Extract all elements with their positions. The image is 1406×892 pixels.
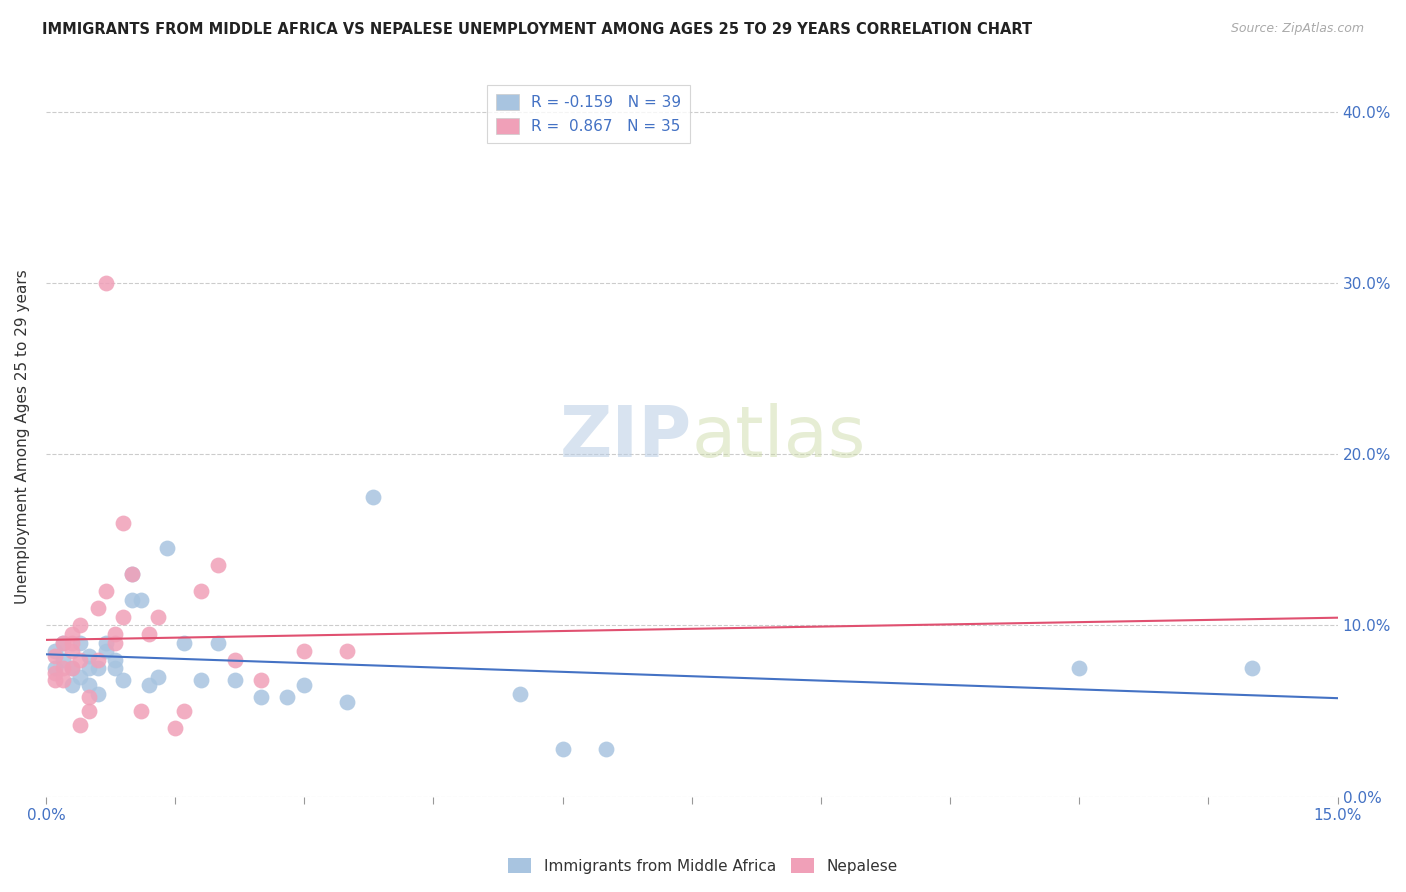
Point	[77, 690, 100, 705]
Text: ZIP: ZIP	[560, 402, 692, 472]
Point	[112, 673, 135, 688]
Point	[86, 653, 108, 667]
Point	[52, 635, 75, 649]
Point	[112, 516, 135, 530]
Point	[69, 618, 91, 632]
Point	[224, 653, 246, 667]
Point	[173, 704, 195, 718]
Point	[551, 741, 574, 756]
Point	[77, 678, 100, 692]
Point	[121, 567, 143, 582]
Point	[146, 610, 169, 624]
Point	[69, 718, 91, 732]
Point	[121, 592, 143, 607]
Point	[60, 635, 83, 649]
Point	[173, 635, 195, 649]
Point	[52, 635, 75, 649]
Point	[104, 653, 127, 667]
Point	[104, 635, 127, 649]
Point	[207, 558, 229, 573]
Point	[96, 276, 118, 290]
Point	[69, 635, 91, 649]
Point	[52, 673, 75, 688]
Text: Source: ZipAtlas.com: Source: ZipAtlas.com	[1230, 22, 1364, 36]
Point	[190, 584, 212, 599]
Point	[96, 635, 118, 649]
Point	[44, 661, 66, 675]
Point	[336, 696, 359, 710]
Point	[60, 644, 83, 658]
Point	[190, 673, 212, 688]
Point	[250, 690, 273, 705]
Text: atlas: atlas	[692, 402, 866, 472]
Point	[146, 670, 169, 684]
Point	[595, 741, 617, 756]
Point	[104, 627, 127, 641]
Point	[104, 661, 127, 675]
Point	[1069, 661, 1091, 675]
Point	[276, 690, 298, 705]
Point	[1240, 661, 1263, 675]
Point	[86, 661, 108, 675]
Point	[77, 649, 100, 664]
Point	[44, 673, 66, 688]
Point	[509, 687, 531, 701]
Point	[44, 649, 66, 664]
Point	[250, 673, 273, 688]
Point	[361, 490, 384, 504]
Point	[44, 666, 66, 681]
Point	[60, 678, 83, 692]
Point	[129, 704, 152, 718]
Point	[292, 644, 315, 658]
Point	[69, 653, 91, 667]
Point	[129, 592, 152, 607]
Point	[138, 627, 160, 641]
Point	[207, 635, 229, 649]
Point	[112, 610, 135, 624]
Point	[86, 687, 108, 701]
Point	[292, 678, 315, 692]
Point	[44, 644, 66, 658]
Point	[60, 661, 83, 675]
Point	[77, 661, 100, 675]
Point	[96, 584, 118, 599]
Point	[336, 644, 359, 658]
Point	[60, 627, 83, 641]
Point	[52, 661, 75, 675]
Point	[121, 567, 143, 582]
Point	[60, 661, 83, 675]
Point	[155, 541, 177, 556]
Point	[138, 678, 160, 692]
Point	[86, 601, 108, 615]
Point	[165, 721, 187, 735]
Legend: Immigrants from Middle Africa, Nepalese: Immigrants from Middle Africa, Nepalese	[502, 852, 904, 880]
Point	[69, 670, 91, 684]
Point	[77, 704, 100, 718]
Point	[96, 644, 118, 658]
Legend: R = -0.159   N = 39, R =  0.867   N = 35: R = -0.159 N = 39, R = 0.867 N = 35	[486, 85, 690, 143]
Y-axis label: Unemployment Among Ages 25 to 29 years: Unemployment Among Ages 25 to 29 years	[15, 269, 30, 605]
Point	[224, 673, 246, 688]
Text: IMMIGRANTS FROM MIDDLE AFRICA VS NEPALESE UNEMPLOYMENT AMONG AGES 25 TO 29 YEARS: IMMIGRANTS FROM MIDDLE AFRICA VS NEPALES…	[42, 22, 1032, 37]
Point	[52, 653, 75, 667]
